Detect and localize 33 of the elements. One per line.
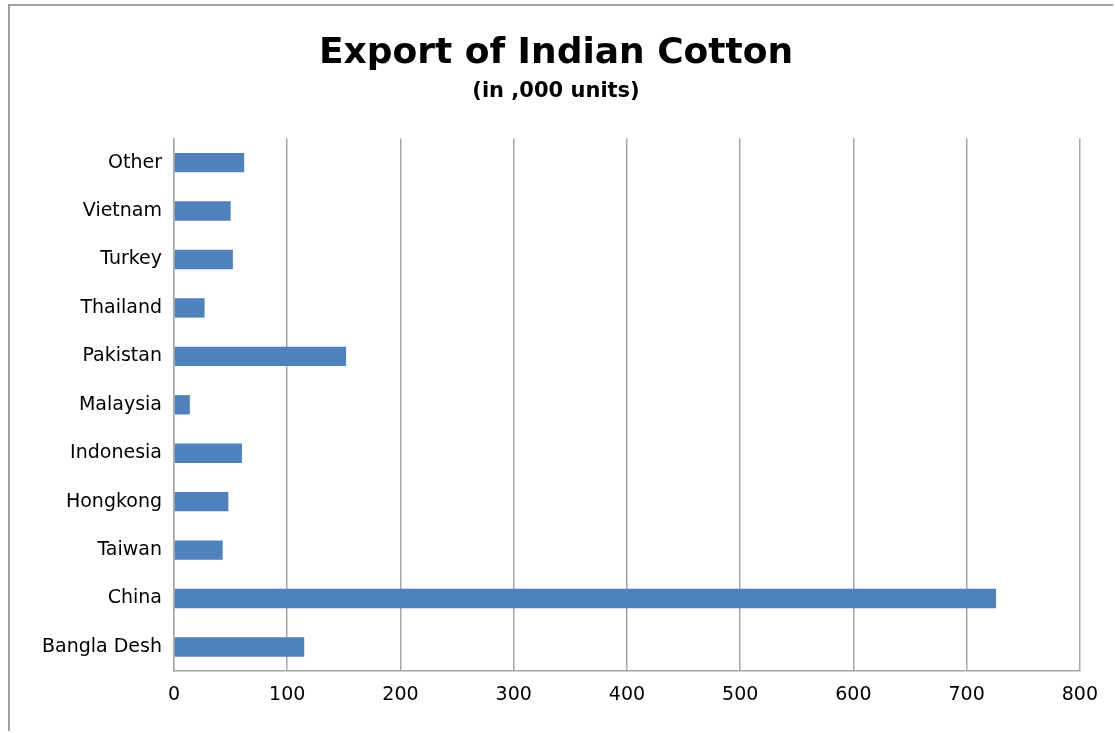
x-tick-label: 0	[167, 681, 181, 704]
y-tick-label: Vietnam	[82, 197, 162, 220]
bar	[174, 395, 190, 415]
x-tick-label: 800	[1061, 681, 1098, 704]
bar	[174, 540, 223, 560]
y-tick-label: Taiwan	[96, 537, 162, 560]
bar	[174, 588, 997, 609]
bar	[174, 491, 229, 512]
x-tick-label: 600	[835, 681, 872, 704]
y-tick-label: Other	[108, 149, 163, 172]
y-tick-label: Turkey	[99, 246, 162, 269]
y-tick-label: Thailand	[79, 294, 162, 317]
bar	[174, 201, 231, 221]
x-tick-label: 500	[722, 681, 759, 704]
bar	[174, 443, 242, 463]
y-tick-label: Indonesia	[70, 440, 162, 463]
y-tick-label: Malaysia	[78, 391, 162, 414]
y-tick-label: Pakistan	[82, 343, 162, 366]
bar	[174, 637, 305, 657]
y-tick-label: Hongkong	[65, 488, 162, 511]
bar	[174, 346, 347, 367]
x-tick-label: 400	[608, 681, 646, 704]
x-tick-label: 300	[495, 681, 532, 704]
chart-title: Export of Indian Cotton	[318, 29, 794, 71]
bar	[174, 249, 233, 270]
bar	[174, 298, 205, 318]
chart-subtitle: (in ,000 units)	[472, 78, 640, 103]
x-tick-label: 700	[948, 681, 985, 704]
y-tick-label: China	[107, 585, 162, 608]
y-tick-label: Bangla Desh	[41, 633, 162, 656]
bar	[174, 152, 245, 173]
x-tick-label: 200	[382, 681, 419, 704]
x-tick-label: 100	[269, 681, 306, 704]
